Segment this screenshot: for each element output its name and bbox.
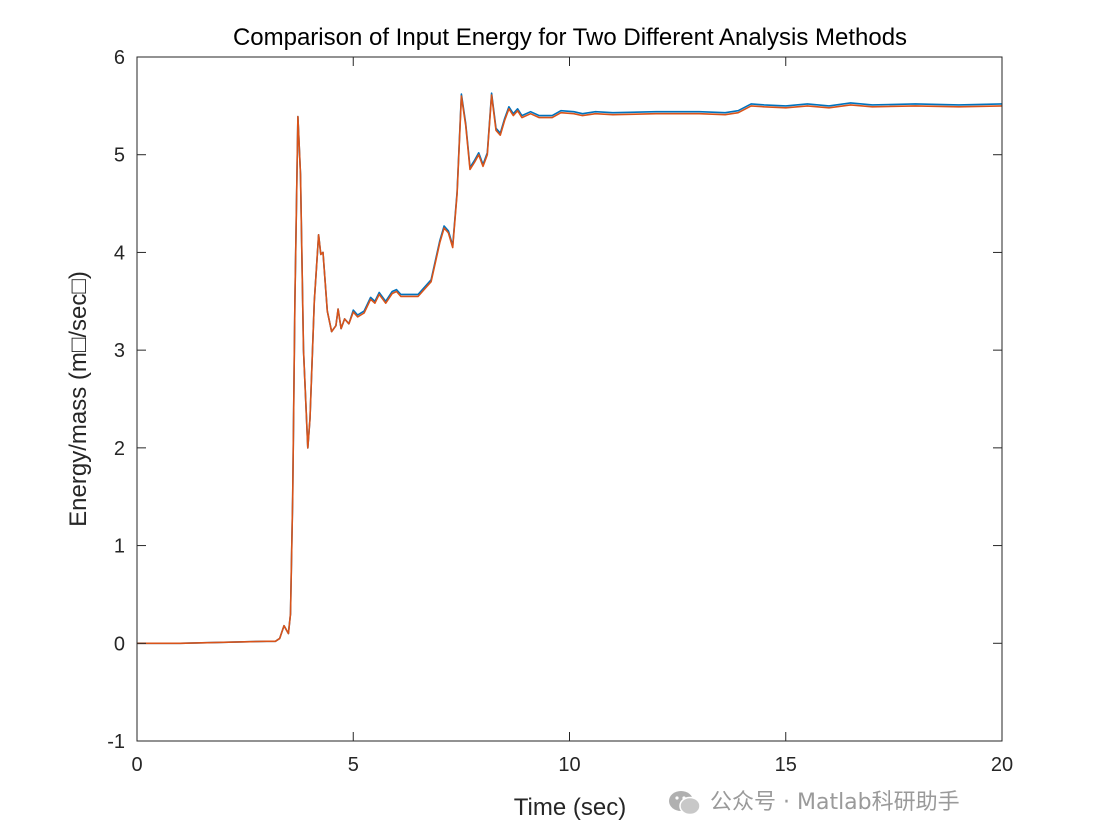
series-line-2 bbox=[137, 94, 1003, 645]
y-tick-label: 4 bbox=[114, 242, 125, 264]
x-tick-label: 20 bbox=[991, 754, 1013, 776]
y-tick-label: 2 bbox=[114, 438, 125, 460]
y-tick-label: 3 bbox=[114, 340, 125, 362]
watermark: 公众号 · Matlab科研助手 bbox=[668, 790, 960, 816]
watermark-text: 公众号 · Matlab科研助手 bbox=[710, 790, 960, 815]
y-axis-label: Energy/mass (m□/sec□) bbox=[65, 271, 92, 527]
x-axis-label: Time (sec) bbox=[514, 794, 626, 821]
x-tick-label: 15 bbox=[775, 754, 797, 776]
axes-box bbox=[136, 56, 1003, 742]
y-tick-label: 6 bbox=[114, 47, 125, 69]
series-line-1 bbox=[137, 92, 1003, 645]
x-tick-label: 10 bbox=[558, 754, 580, 776]
x-tick-label: 5 bbox=[348, 754, 359, 776]
wechat-icon bbox=[669, 791, 701, 816]
y-tick-label: 1 bbox=[114, 536, 125, 558]
axis-ticks: 0 5 10 15 20 -1 0 1 2 3 4 5 6 bbox=[107, 47, 1013, 776]
y-tick-label: 5 bbox=[114, 145, 125, 167]
chart-title: Comparison of Input Energy for Two Diffe… bbox=[233, 24, 907, 51]
y-tick-label: -1 bbox=[107, 731, 125, 753]
y-tick-label: 0 bbox=[114, 633, 125, 655]
x-tick-label: 0 bbox=[131, 754, 142, 776]
plot-area bbox=[137, 92, 1003, 645]
